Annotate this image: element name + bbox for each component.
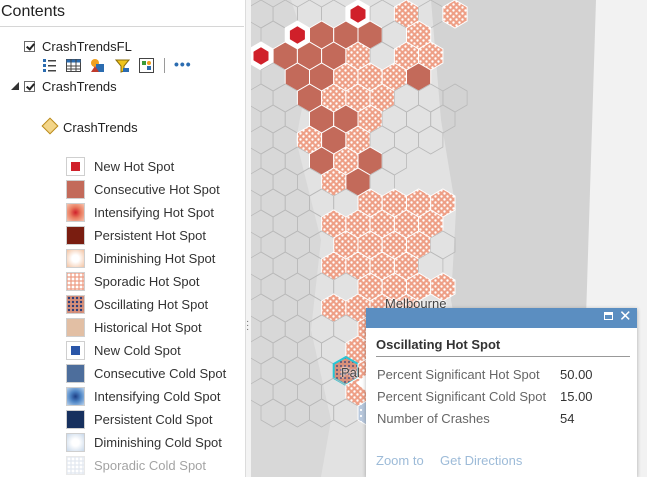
- hex-bin[interactable]: [442, 0, 468, 29]
- hex-bin[interactable]: [430, 272, 456, 302]
- title-divider: [0, 26, 244, 27]
- layer-checkbox-crashtrendsfl[interactable]: [24, 41, 35, 52]
- field-name: Percent Significant Hot Spot: [377, 367, 540, 382]
- close-icon[interactable]: ✕: [619, 308, 632, 325]
- attribute-table-icon[interactable]: [42, 58, 57, 73]
- oscillating-hot-spot-swatch: [66, 295, 85, 314]
- more-options-icon[interactable]: •••: [174, 56, 192, 72]
- maximize-icon[interactable]: [604, 312, 613, 320]
- intensifying-hot-spot-swatch: [66, 203, 85, 222]
- new-hot-spot-marker: [253, 47, 269, 65]
- layer-checkbox-crashtrends[interactable]: [24, 81, 35, 92]
- layer-name-crashtrendsfl[interactable]: CrashTrendsFL: [42, 39, 132, 54]
- intensifying-cold-spot-swatch: [66, 387, 85, 406]
- pane-resize-handle[interactable]: · · ·: [245, 0, 251, 477]
- map-label-melbourne: Melbourne: [385, 296, 447, 311]
- zoom-to-link[interactable]: Zoom to: [376, 453, 424, 468]
- sublayer-name: CrashTrends: [63, 120, 138, 135]
- hex-bin[interactable]: [418, 125, 444, 155]
- field-value: 15.00: [560, 389, 593, 404]
- persistent-cold-spot-swatch: [66, 410, 85, 429]
- new-hot-spot-swatch: [66, 157, 85, 176]
- filter-icon[interactable]: [115, 58, 130, 73]
- map-label-palm-bay: Pal: [341, 365, 360, 380]
- new-cold-spot-swatch: [66, 341, 85, 360]
- popup-divider: [376, 356, 630, 357]
- polygon-layer-icon: [41, 117, 59, 135]
- field-value: 54: [560, 411, 575, 426]
- layer-name-crashtrends[interactable]: CrashTrends: [42, 79, 117, 94]
- collapse-icon[interactable]: [11, 82, 19, 90]
- table-icon[interactable]: [66, 58, 81, 73]
- field-value: 50.00: [560, 367, 593, 382]
- toolbar-divider: [164, 58, 165, 73]
- feature-popup: ✕ Oscillating Hot Spot Percent Significa…: [366, 308, 637, 477]
- popup-title: Oscillating Hot Spot: [376, 337, 501, 352]
- sporadic-hot-spot-swatch: [66, 272, 85, 291]
- get-directions-link[interactable]: Get Directions: [440, 453, 523, 468]
- symbology-icon[interactable]: [90, 58, 105, 73]
- change-style-icon[interactable]: [139, 58, 154, 73]
- popup-header: ✕: [366, 308, 637, 328]
- popup-pointer: [356, 374, 367, 392]
- contents-pane: Contents CrashTrendsFL ••• CrashTrends C…: [0, 0, 246, 477]
- new-hot-spot-marker: [350, 5, 366, 23]
- field-name: Number of Crashes: [377, 411, 490, 426]
- consecutive-hot-spot-swatch: [66, 180, 85, 199]
- historical-hot-spot-swatch: [66, 318, 85, 337]
- diminishing-hot-spot-swatch: [66, 249, 85, 268]
- field-name: Percent Significant Cold Spot: [377, 389, 547, 404]
- persistent-hot-spot-swatch: [66, 226, 85, 245]
- contents-title: Contents: [1, 3, 66, 20]
- sporadic-cold-spot-swatch: [66, 456, 85, 475]
- new-hot-spot-marker: [289, 26, 305, 44]
- diminishing-cold-spot-swatch: [66, 433, 85, 452]
- consecutive-cold-spot-swatch: [66, 364, 85, 383]
